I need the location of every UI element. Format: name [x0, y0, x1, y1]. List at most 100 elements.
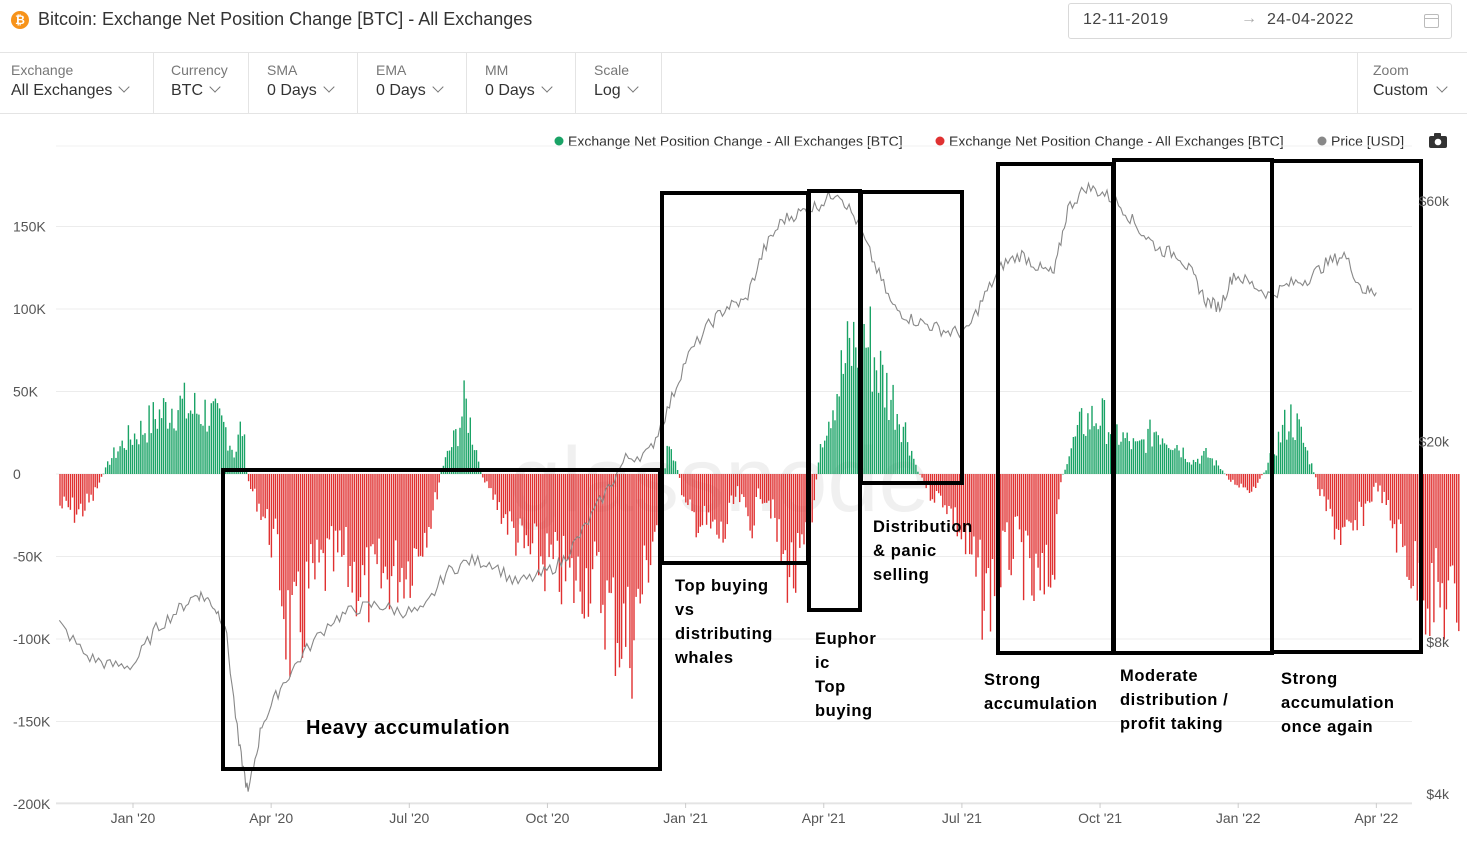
bar-negative [606, 474, 608, 581]
bar-positive [461, 416, 463, 474]
bar-negative [1230, 474, 1232, 482]
bar-positive [1170, 449, 1172, 474]
bar-negative [562, 474, 565, 536]
bar-negative [88, 474, 90, 503]
bar-positive [1089, 429, 1091, 474]
annotation-text: Euphor [815, 630, 876, 648]
bar-negative [550, 474, 552, 545]
bar-negative [496, 474, 498, 510]
exchange-select[interactable]: Exchange All Exchanges [0, 53, 154, 113]
bar-positive [894, 429, 896, 474]
sma-select[interactable]: SMA 0 Days [256, 53, 358, 113]
bar-negative [511, 474, 513, 522]
bar-negative [482, 474, 484, 478]
bar-negative [790, 474, 793, 543]
bar-negative [363, 474, 366, 576]
bar-positive [158, 409, 161, 474]
bar-positive [1064, 469, 1066, 474]
bar-negative [1439, 474, 1441, 608]
bar-negative [330, 474, 333, 527]
bar-positive [896, 414, 898, 474]
bar-positive [911, 450, 913, 474]
bar-positive [1128, 441, 1130, 474]
bar-positive [1284, 409, 1286, 474]
bar-positive [457, 446, 459, 474]
exchange-value[interactable]: All Exchanges [11, 81, 131, 100]
bar-positive [102, 473, 105, 475]
bar-negative [699, 474, 701, 527]
bar-positive [848, 337, 851, 474]
date-from[interactable]: 12-11-2019 [1083, 11, 1169, 28]
ema-select[interactable]: EMA 0 Days [365, 53, 467, 113]
bar-positive [821, 447, 824, 474]
bar-negative [264, 474, 266, 519]
bar-negative [544, 474, 546, 592]
bar-negative [1437, 474, 1439, 582]
chevron-down-icon [323, 81, 335, 93]
annotation-box [807, 189, 862, 612]
x-axis: Jan '20 Apr '20 Jul '20 Oct '20 Jan '21 Apr '… [56, 802, 1412, 826]
mm-select[interactable]: MM 0 Days [474, 53, 576, 113]
bar-negative [299, 474, 302, 633]
bar-negative [529, 474, 532, 555]
currency-value[interactable]: BTC [171, 81, 221, 100]
date-range-picker[interactable]: 12-11-2019 → 24-04-2022 [1068, 3, 1452, 39]
bar-positive [1105, 444, 1108, 474]
bar-negative [1406, 474, 1408, 577]
bar-positive [1190, 464, 1193, 474]
bar-positive [1273, 454, 1276, 474]
annotation-boxes [221, 158, 1423, 771]
y-right-tick-label: $8k [1426, 634, 1450, 650]
bar-positive [906, 442, 909, 474]
date-to[interactable]: 24-04-2022 [1267, 11, 1354, 28]
bar-positive [836, 394, 838, 474]
bar-positive [1304, 447, 1307, 474]
bar-negative [1238, 474, 1240, 488]
bar-positive [142, 434, 144, 474]
bar-negative [322, 474, 324, 554]
bar-negative [766, 474, 768, 503]
bar-negative [357, 474, 360, 601]
bar-negative [1060, 474, 1062, 483]
bar-positive [146, 442, 148, 474]
bar-negative [979, 474, 981, 540]
bar-positive [1313, 472, 1315, 474]
bar-negative [1014, 474, 1016, 517]
bar-positive [1192, 459, 1195, 474]
bar-negative [1391, 474, 1394, 529]
bar-positive [1188, 462, 1191, 474]
bar-positive [863, 324, 865, 474]
zoom-value[interactable]: Custom [1373, 81, 1448, 100]
y-right-tick-label: $4k [1426, 786, 1450, 802]
bar-positive [1178, 450, 1180, 474]
mm-value[interactable]: 0 Days [485, 81, 553, 100]
bar-negative [989, 474, 992, 632]
bar-positive [1223, 473, 1226, 475]
bar-positive [1101, 398, 1104, 474]
bar-negative [276, 474, 279, 535]
camera-icon[interactable] [1429, 133, 1447, 148]
calendar-icon[interactable] [1424, 14, 1439, 28]
sma-value[interactable]: 0 Days [267, 81, 335, 100]
bar-negative [386, 474, 389, 580]
bar-negative [1006, 474, 1008, 523]
scale-select[interactable]: Scale Log [583, 53, 662, 113]
bar-positive [127, 425, 130, 474]
scale-value[interactable]: Log [594, 81, 639, 100]
ema-value[interactable]: 0 Days [376, 81, 444, 100]
currency-select[interactable]: Currency BTC [160, 53, 249, 113]
bar-negative [1056, 474, 1058, 515]
bar-negative [1317, 474, 1319, 490]
bar-positive [150, 433, 152, 474]
bar-positive [1145, 452, 1147, 474]
bar-negative [1404, 474, 1406, 546]
bar-positive [1149, 419, 1151, 474]
bar-positive [117, 451, 119, 474]
bar-negative [378, 474, 380, 539]
bar-positive [469, 417, 471, 474]
zoom-select[interactable]: Zoom Custom [1357, 53, 1467, 113]
bar-positive [900, 442, 903, 474]
annotation-text: Moderate [1120, 667, 1198, 685]
price-line-path [58, 181, 1377, 792]
bar-positive [888, 420, 890, 474]
